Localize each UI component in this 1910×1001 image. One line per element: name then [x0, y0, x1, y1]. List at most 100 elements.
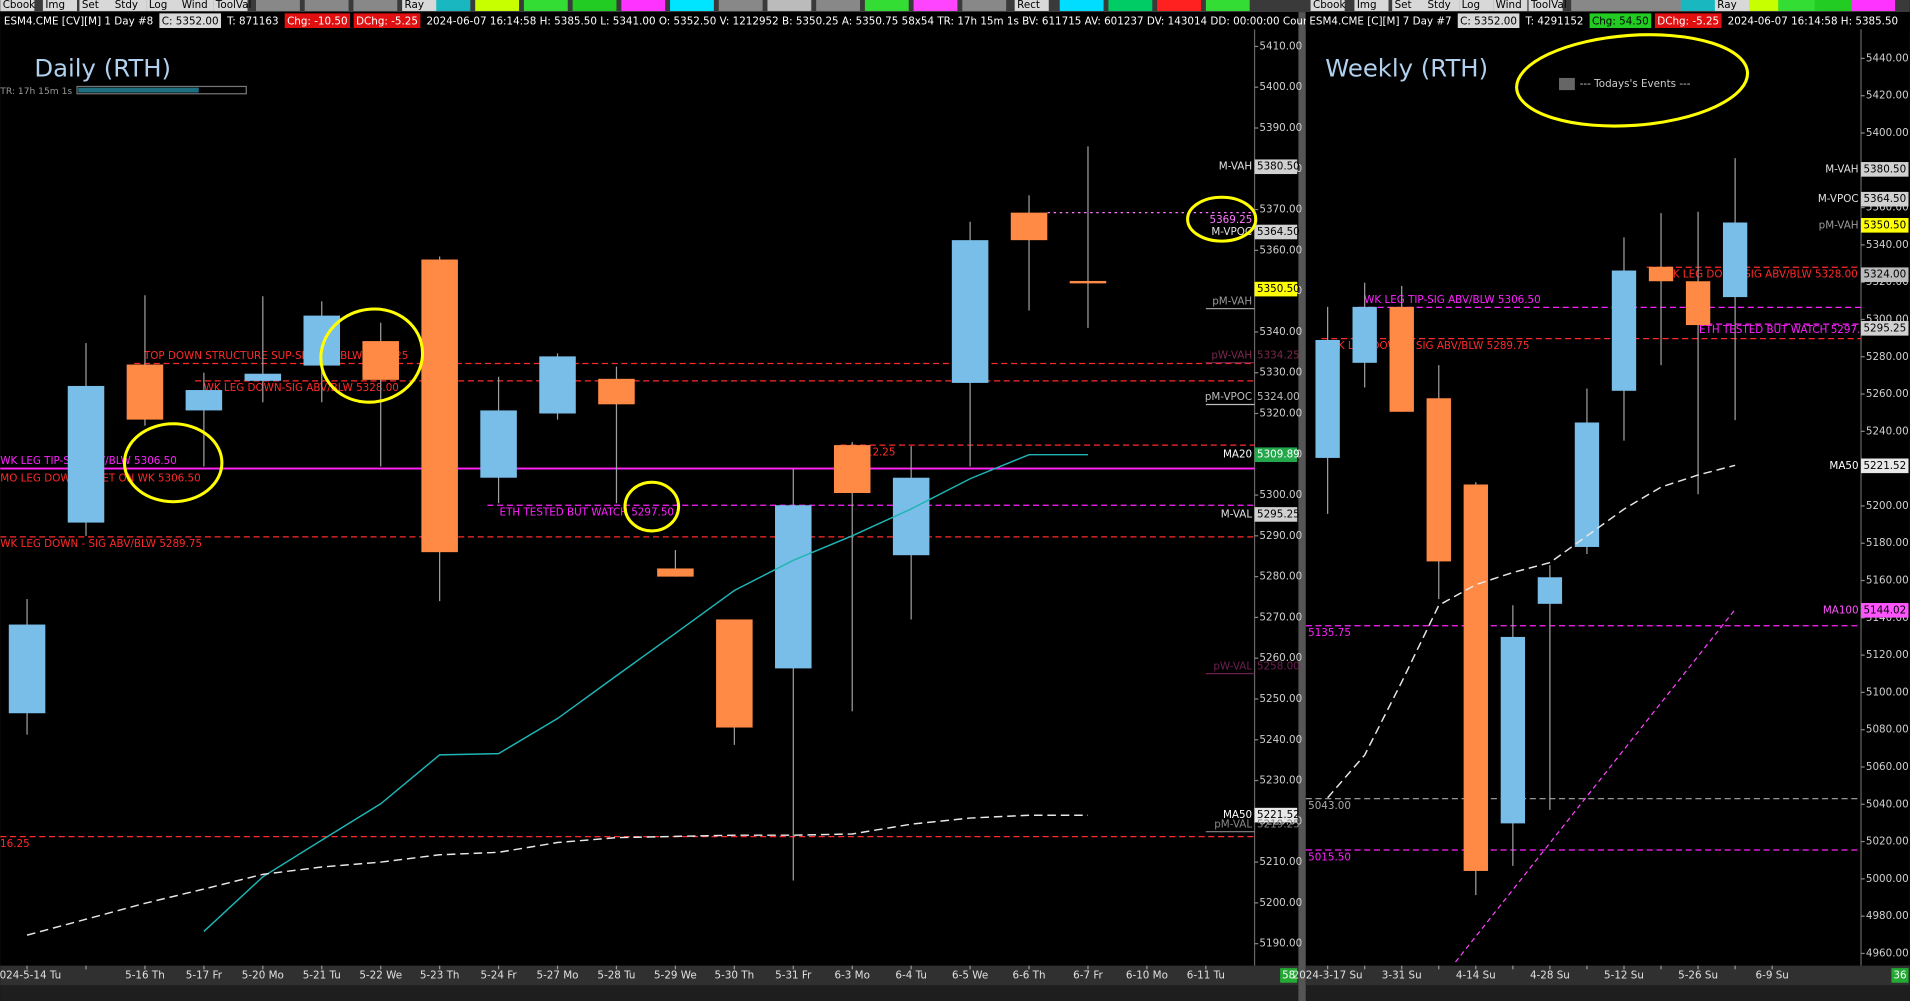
daily-x-axis: [0, 965, 1299, 986]
level-value-box: [1861, 603, 1909, 618]
toolbar-color[interactable]: [767, 0, 812, 11]
toolbar-label[interactable]: ToolVal: [1530, 0, 1567, 11]
x-tick-label: 2024-3-17 Su: [1293, 969, 1363, 981]
y-tick-label: 5400.00: [1259, 81, 1302, 93]
header-text: 2024-06-07 16:14:58 H: 5385.50 L: 5341.0…: [426, 15, 1335, 27]
toolbar-label[interactable]: Cbook: [1313, 0, 1345, 11]
header-text: T: 4291152: [1524, 15, 1583, 27]
toolbar-button[interactable]: [213, 0, 248, 11]
x-tick-label: 5-24 Fr: [480, 969, 517, 981]
toolbar-label[interactable]: Img: [45, 0, 65, 11]
toolbar-color[interactable]: [621, 0, 666, 11]
level-name: M-VAL: [1221, 508, 1253, 520]
toolbar-color[interactable]: [572, 0, 617, 11]
level-label: 5015.50: [1308, 851, 1351, 863]
toolbar-label[interactable]: Log: [1462, 0, 1480, 11]
toolbar-button[interactable]: [1714, 0, 1749, 11]
toolbar-color[interactable]: [1607, 0, 1652, 11]
header-chip: [353, 13, 421, 29]
candle-body: [421, 259, 458, 553]
toolbar-label[interactable]: Set: [1395, 0, 1412, 11]
y-tick-label: 5260.00: [1259, 652, 1302, 664]
level-value-box: [1254, 224, 1298, 240]
toolbar-color[interactable]: [718, 0, 763, 11]
x-tick-label: 4-28 Su: [1530, 969, 1570, 981]
y-tick-label: 5320.00: [1259, 407, 1302, 419]
toolbar-color[interactable]: [913, 0, 958, 11]
candle-body: [657, 568, 694, 577]
toolbar-color[interactable]: [1778, 0, 1823, 11]
toolbar-color[interactable]: [426, 0, 471, 11]
toolbar-button[interactable]: [79, 0, 114, 11]
toolbar-label[interactable]: Ray: [1717, 0, 1736, 11]
toolbar-button[interactable]: [179, 0, 214, 11]
toolbar-button[interactable]: [0, 0, 35, 11]
toolbar-button[interactable]: [402, 0, 437, 11]
toolbar-color[interactable]: [1108, 0, 1153, 11]
ma-name: MA50: [1829, 460, 1858, 472]
toolbar-label[interactable]: Rect: [1017, 0, 1040, 11]
toolbar-button[interactable]: [146, 0, 181, 11]
toolbar-color[interactable]: [1741, 0, 1786, 11]
toolbar-color[interactable]: [1814, 0, 1859, 11]
toolbar-color[interactable]: [1680, 0, 1725, 11]
level-label: 5369.25: [1210, 214, 1253, 226]
toolbar-color[interactable]: [816, 0, 861, 11]
level-name: pM-VPOC: [1205, 391, 1252, 403]
toolbar-label[interactable]: Wind: [182, 0, 208, 11]
toolbar-color[interactable]: [256, 0, 300, 11]
toolbar-color[interactable]: [962, 0, 1007, 11]
level-value: 5364.50: [1257, 226, 1300, 238]
toolbar-color[interactable]: [1851, 0, 1896, 11]
toolbar-label[interactable]: Log: [149, 0, 167, 11]
toolbar-button[interactable]: [1493, 0, 1528, 11]
toolbar-button[interactable]: [1014, 0, 1049, 11]
y-tick-label: 5240.00: [1259, 734, 1302, 746]
toolbar-color[interactable]: [304, 0, 349, 11]
level-name: M-VAH: [1825, 163, 1858, 175]
candle-body: [185, 390, 223, 411]
toolbar-color[interactable]: [670, 0, 714, 11]
toolbar-button[interactable]: [1310, 0, 1345, 11]
toolbar-button[interactable]: [1528, 0, 1563, 11]
toolbar-label[interactable]: Wind: [1496, 0, 1522, 11]
level-value: 5350.50: [1863, 219, 1906, 231]
toolbar-color[interactable]: [1644, 0, 1689, 11]
candle-body: [716, 619, 753, 728]
toolbar-label[interactable]: Cbook: [3, 0, 35, 11]
toolbar-button[interactable]: [1459, 0, 1494, 11]
toolbar-color[interactable]: [1571, 0, 1616, 11]
toolbar-button[interactable]: [1392, 0, 1427, 11]
y-tick-label: 5260.00: [1866, 388, 1909, 400]
weekly-panel: [1305, 12, 1910, 966]
y-tick-label: 5020.00: [1866, 836, 1909, 848]
header-text: ESM4.CME [C][M] 7 Day #7: [1309, 15, 1451, 27]
candle-body: [1685, 281, 1711, 326]
events-label[interactable]: --- Todays's Events ---: [1580, 78, 1691, 90]
toolbar-color[interactable]: [1205, 0, 1250, 11]
toolbar-color[interactable]: [864, 0, 909, 11]
toolbar-label[interactable]: Ray: [405, 0, 424, 11]
toolbar-color[interactable]: [1157, 0, 1201, 11]
toolbar-color[interactable]: [353, 0, 398, 11]
toolbar-button[interactable]: [42, 0, 77, 11]
toolbar-color[interactable]: [1059, 0, 1104, 11]
toolbar-label[interactable]: Img: [1357, 0, 1377, 11]
header-text: Chg: -10.50: [287, 15, 347, 27]
toolbar-label[interactable]: Stdy: [1427, 0, 1450, 11]
toolbar-color[interactable]: [475, 0, 520, 11]
toolbar-button[interactable]: [112, 0, 147, 11]
y-tick-label: 5340.00: [1259, 326, 1302, 338]
candle-body: [1648, 266, 1674, 282]
toolbar-button[interactable]: [1354, 0, 1389, 11]
toolbar-color[interactable]: [523, 0, 568, 11]
toolbar-label[interactable]: Set: [82, 0, 99, 11]
candle-body: [126, 364, 164, 420]
chart-title: Weekly (RTH): [1325, 53, 1488, 82]
toolbar-label[interactable]: Stdy: [115, 0, 138, 11]
y-tick-label: 5200.00: [1866, 500, 1909, 512]
toolbar-button[interactable]: [1425, 0, 1460, 11]
plot-area: TOP DOWN STRUCTURE SUP-SIG ABV BLW 5332.…: [0, 146, 1255, 936]
toolbar-label[interactable]: ToolVal: [215, 0, 252, 11]
level-label: 5216.25: [0, 838, 30, 850]
